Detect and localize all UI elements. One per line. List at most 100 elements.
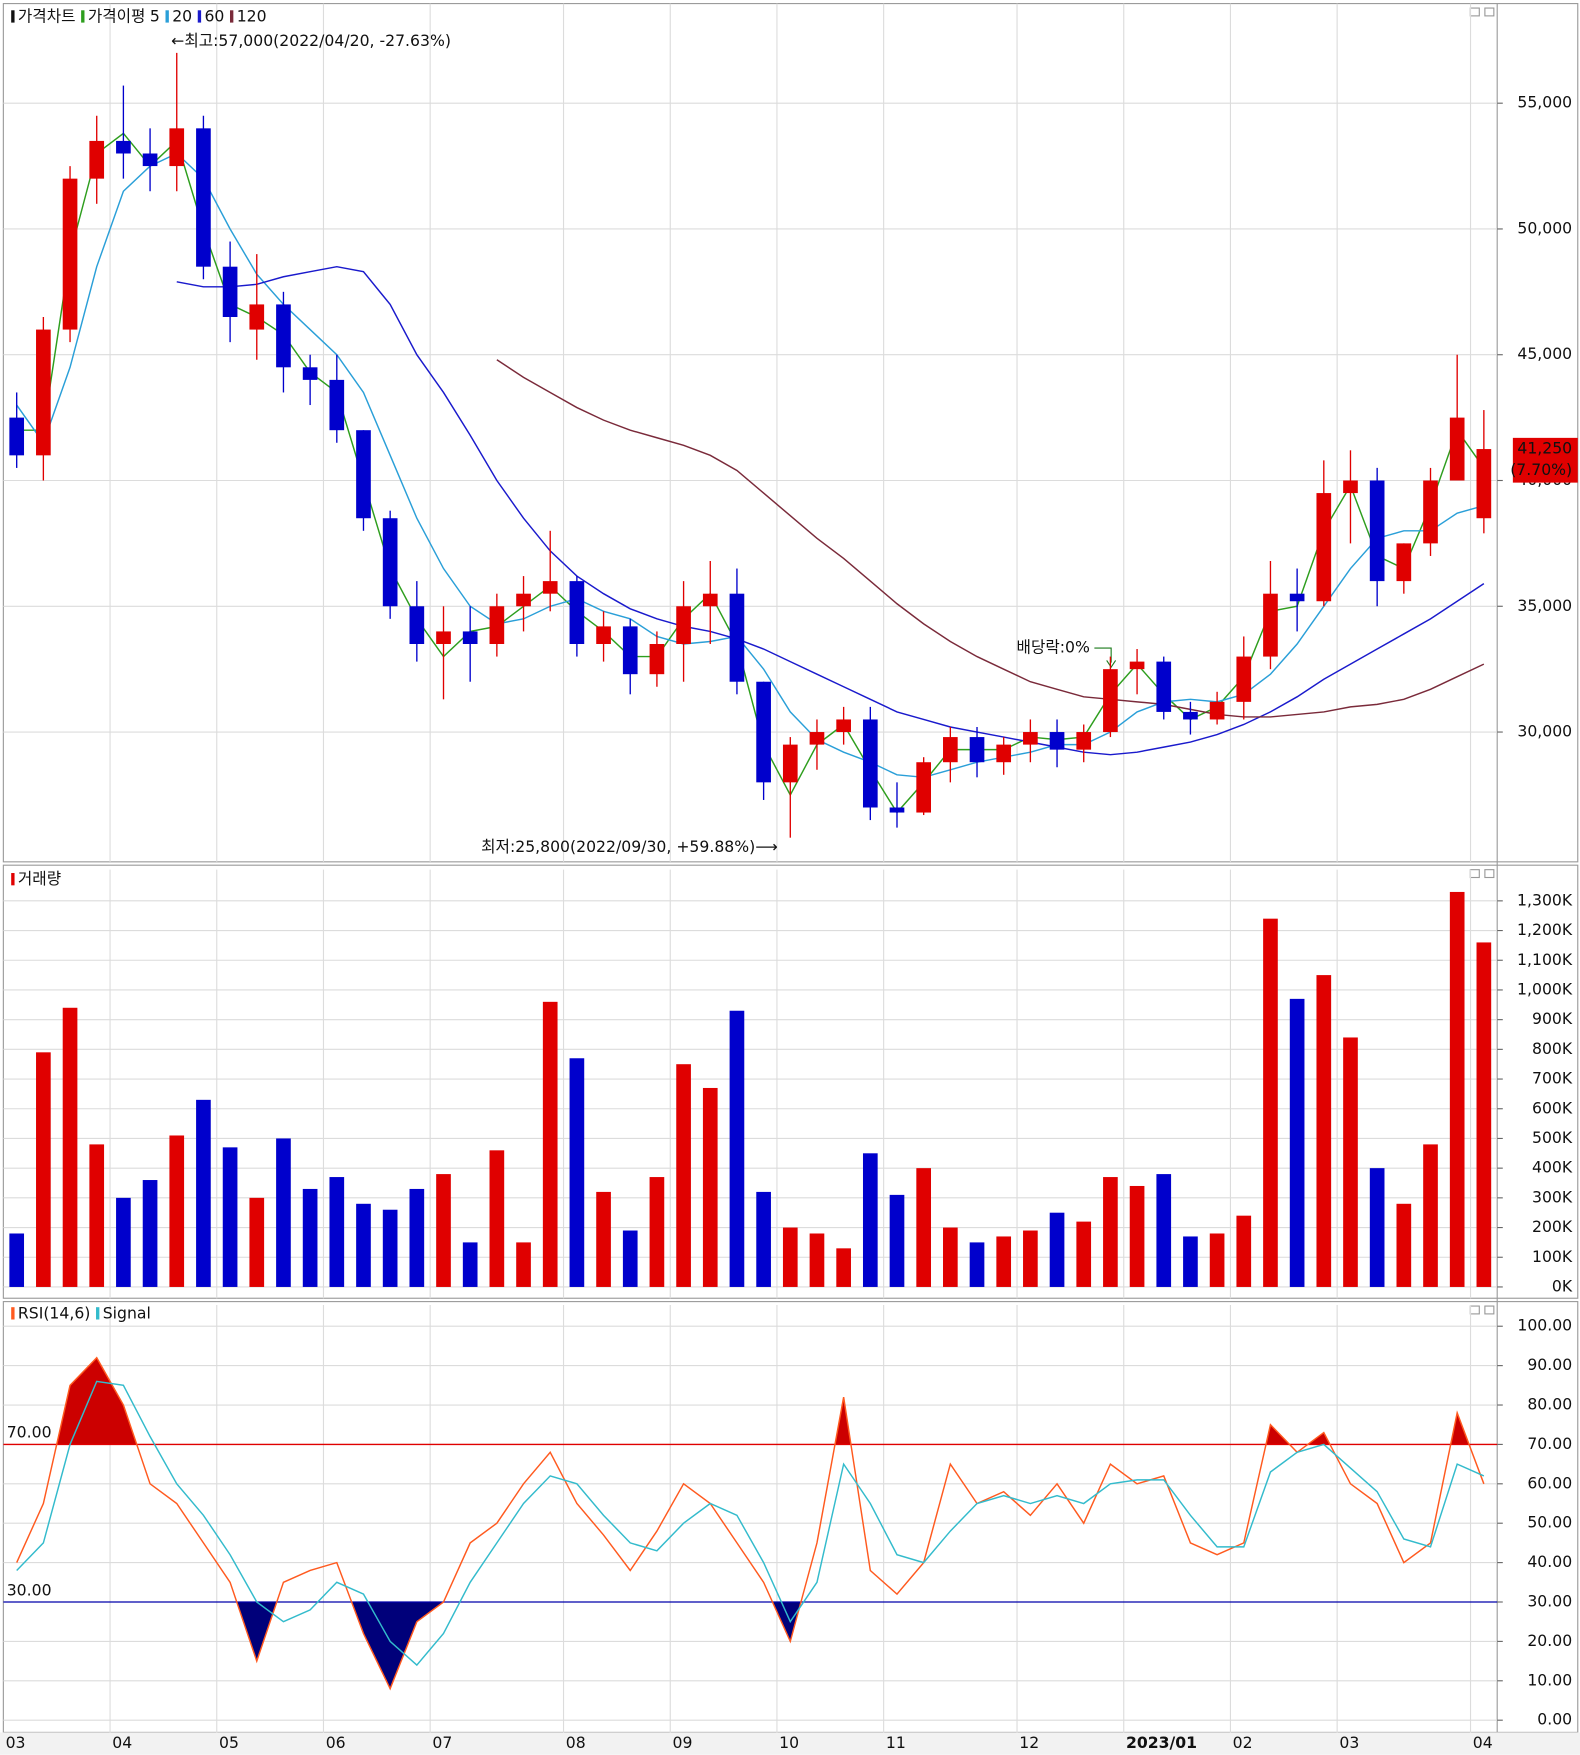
y-tick-label: 90.00 (1527, 1355, 1572, 1374)
legend-marker (165, 10, 169, 23)
volume-bar (116, 1197, 131, 1287)
volume-bar (1129, 1185, 1145, 1287)
x-tick-label: 12 (1019, 1733, 1039, 1752)
candle-body (596, 626, 611, 644)
legend-marker (229, 10, 234, 23)
volume-bar (996, 1236, 1012, 1287)
candle-body (702, 593, 718, 607)
volume-bar (409, 1188, 425, 1287)
volume-bar (222, 1147, 238, 1287)
y-tick-label: 35,000 (1517, 596, 1572, 615)
level-label: 30.00 (7, 1580, 52, 1599)
volume-bar (756, 1191, 771, 1287)
candle-body (809, 732, 825, 745)
y-tick-label: 300K (1532, 1187, 1573, 1206)
candle-body (1396, 543, 1412, 582)
volume-bar (1289, 998, 1305, 1287)
candle-body (1209, 701, 1225, 720)
legend-label: 가격이평 (88, 7, 146, 26)
candle-body (409, 606, 425, 644)
x-tick-label: 04 (112, 1733, 132, 1752)
legend-label: 120 (237, 7, 267, 26)
y-tick-label: 1,200K (1517, 920, 1573, 939)
candle-body (1236, 656, 1252, 702)
candle-body (862, 719, 878, 808)
candle-body (116, 140, 131, 154)
x-tick-label: 03 (1339, 1733, 1359, 1752)
volume-bar (436, 1174, 451, 1287)
volume-bar (142, 1180, 158, 1287)
volume-bar (649, 1177, 665, 1287)
y-tick-label: 80.00 (1527, 1395, 1572, 1414)
y-tick-label: 1,000K (1517, 979, 1573, 998)
candle-body (649, 643, 665, 675)
candle-body (196, 128, 211, 267)
x-tick-label: 07 (432, 1733, 452, 1752)
candle-body (1289, 593, 1305, 602)
moving-average-line (496, 359, 1485, 718)
last-price-change: (7.70%) (1510, 460, 1572, 479)
volume-bar (329, 1177, 345, 1287)
moving-average-line (176, 265, 1485, 756)
y-tick-label: 30.00 (1527, 1591, 1572, 1610)
volume-bar (943, 1227, 958, 1287)
candle-body (436, 631, 451, 644)
volume-bar (1023, 1230, 1038, 1287)
y-tick-label: 50,000 (1517, 218, 1572, 237)
panel-button[interactable] (1469, 7, 1480, 17)
volume-bar (862, 1153, 878, 1287)
volume-bar (1316, 975, 1332, 1287)
candle-body (1023, 732, 1038, 745)
candle-body (1449, 417, 1465, 481)
candle-body (916, 762, 932, 813)
panel-button[interactable] (1484, 1305, 1495, 1315)
candle-body (782, 744, 798, 783)
volume-bar (622, 1230, 638, 1287)
legend-label: 거래량 (18, 869, 61, 888)
panel-button[interactable] (1469, 869, 1480, 879)
y-tick-label: 60.00 (1527, 1473, 1572, 1492)
volume-bar (782, 1227, 798, 1287)
x-tick-label: 11 (886, 1733, 906, 1752)
annotation-low: 최저:25,800(2022/09/30, +59.88%)⟶ (481, 837, 778, 856)
volume-bar (596, 1191, 611, 1287)
volume-bar (702, 1087, 718, 1287)
x-tick-label: 08 (566, 1733, 586, 1752)
candle-body (1263, 593, 1278, 657)
candle-body (1129, 661, 1145, 670)
legend-label: 20 (172, 7, 192, 26)
legend-label: 60 (204, 7, 224, 26)
candle-body (489, 606, 505, 644)
volume-bar (1396, 1203, 1412, 1287)
x-tick-label: 09 (672, 1733, 692, 1752)
volume-bar (1076, 1221, 1092, 1287)
volume-bar (1449, 891, 1465, 1287)
y-tick-label: 45,000 (1517, 344, 1572, 363)
volume-bar (1156, 1174, 1172, 1287)
panel-button[interactable] (1484, 7, 1495, 17)
volume-bar (356, 1203, 371, 1287)
y-tick-label: 600K (1532, 1098, 1573, 1117)
volume-bar (1049, 1212, 1065, 1287)
x-tick-label: 10 (779, 1733, 799, 1752)
legend-label: RSI(14,6) (18, 1303, 91, 1322)
y-tick-label: 10.00 (1527, 1670, 1572, 1689)
volume-bar (276, 1138, 291, 1287)
candle-body (996, 744, 1012, 763)
panel-button[interactable] (1469, 1305, 1480, 1315)
y-tick-label: 50.00 (1527, 1513, 1572, 1532)
y-tick-label: 40.00 (1527, 1552, 1572, 1571)
candle-body (1423, 480, 1438, 544)
candle-body (89, 140, 105, 179)
candle-body (222, 266, 238, 317)
panel-button[interactable] (1484, 869, 1495, 879)
candle-body (9, 417, 25, 456)
candle-body (1369, 480, 1385, 582)
volume-bar (169, 1135, 185, 1287)
volume-bar (729, 1010, 745, 1287)
volume-bar (836, 1248, 851, 1287)
candle-body (462, 631, 478, 644)
x-axis-strip (0, 1732, 1580, 1755)
